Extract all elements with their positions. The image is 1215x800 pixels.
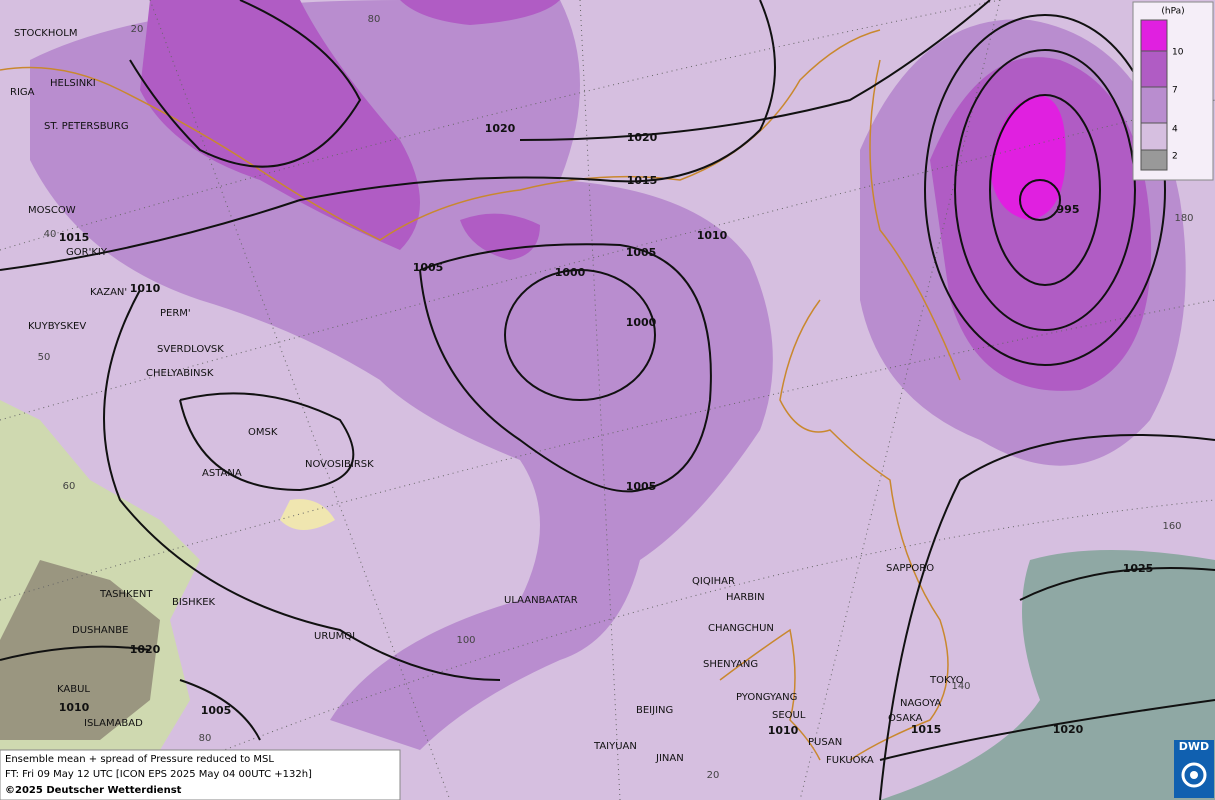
- isobar-label: 1025: [1123, 562, 1154, 575]
- city-label: ASTANA: [202, 468, 242, 479]
- isobar-label: 1010: [130, 282, 161, 295]
- city-label: DUSHANBE: [72, 625, 128, 636]
- city-label: GOR'KIY: [66, 247, 108, 258]
- graticule-label: 40: [44, 229, 57, 240]
- graticule-label: 140: [951, 681, 970, 692]
- isobar-label: 1005: [626, 480, 657, 493]
- legend-swatch: [1140, 50, 1168, 88]
- city-label: STOCKHOLM: [14, 28, 77, 39]
- city-label: RIGA: [10, 87, 35, 98]
- city-label: JINAN: [655, 753, 684, 764]
- city-label: CHELYABINSK: [146, 368, 214, 379]
- graticule-label: 100: [456, 635, 475, 646]
- isobar-label: 1010: [59, 701, 90, 714]
- footer: Ensemble mean + spread of Pressure reduc…: [0, 749, 401, 800]
- city-label: NAGOYA: [900, 698, 942, 709]
- logo: DWD: [1174, 740, 1214, 798]
- isobar-label: 1015: [627, 174, 658, 187]
- graticule-label: 20: [707, 770, 720, 781]
- city-label: URUMQI: [314, 631, 355, 642]
- isobar-label: 1015: [59, 231, 90, 244]
- city-label: NOVOSIBIRSK: [305, 459, 374, 470]
- city-label: PERM': [160, 308, 191, 319]
- spread-area: [990, 95, 1066, 220]
- city-label: OMSK: [248, 427, 278, 438]
- city-label: BISHKEK: [172, 597, 216, 608]
- city-label: HELSINKI: [50, 78, 96, 89]
- legend-swatch: [1140, 149, 1168, 171]
- city-label: MOSCOW: [28, 205, 76, 216]
- city-label: TASHKENT: [99, 589, 153, 600]
- city-label: HARBIN: [726, 592, 765, 603]
- logo-text: DWD: [1179, 740, 1209, 753]
- isobar-label: 995: [1057, 203, 1080, 216]
- graticule-label: 60: [63, 481, 76, 492]
- city-label: ULAANBAATAR: [504, 595, 578, 606]
- isobar-label: 1010: [697, 229, 728, 242]
- city-label: CHANGCHUN: [708, 623, 774, 634]
- city-label: BEIJING: [636, 705, 673, 716]
- spread-area: [930, 57, 1152, 391]
- city-label: FUKUOKA: [826, 755, 874, 766]
- isobar-label: 1015: [911, 723, 942, 736]
- spread-area: [140, 0, 420, 250]
- graticule-label: 180: [1174, 213, 1193, 224]
- legend: (hPa) 10 7 4 2: [1132, 1, 1214, 181]
- city-label: QIQIHAR: [692, 576, 735, 587]
- city-label: OSAKA: [888, 713, 923, 724]
- graticule-label: 160: [1162, 521, 1181, 532]
- graticule-label: 50: [38, 352, 51, 363]
- graticule-label: 80: [368, 14, 381, 25]
- logo-icon: [1181, 762, 1207, 788]
- legend-unit: (hPa): [1161, 7, 1184, 17]
- footer-text: Ensemble mean + spread of Pressure reduc…: [5, 754, 274, 765]
- footer-text: ©2025 Deutscher Wetterdienst: [5, 785, 182, 796]
- low-spread-area: [880, 550, 1215, 800]
- footer-text: FT: Fri 09 May 12 UTC [ICON EPS 2025 May…: [5, 769, 312, 780]
- isobar-label: 1000: [626, 316, 657, 329]
- isobar-label: 1005: [413, 261, 444, 274]
- city-label: TOKYO: [929, 675, 964, 686]
- city-label: PUSAN: [808, 737, 842, 748]
- logo-icon: [1190, 771, 1198, 779]
- spread-area: [30, 0, 773, 750]
- legend-level: 10: [1172, 48, 1184, 58]
- isobar-label: 1020: [485, 122, 516, 135]
- legend-level: 2: [1172, 152, 1178, 162]
- graticule-label: 80: [199, 733, 212, 744]
- graticule-label: 20: [131, 24, 144, 35]
- isobar-label: 1005: [201, 704, 232, 717]
- isobar-label: 1020: [627, 131, 658, 144]
- city-label: TAIYUAN: [593, 741, 637, 752]
- isobar-label: 1000: [555, 266, 586, 279]
- city-label: SVERDLOVSK: [157, 344, 224, 355]
- city-label: ISLAMABAD: [84, 718, 143, 729]
- city-label: SEOUL: [772, 710, 806, 721]
- isobar-label: 1010: [768, 724, 799, 737]
- footer-box: [0, 749, 401, 800]
- isobar-label: 1005: [626, 246, 657, 259]
- city-label: KUYBYSKEV: [28, 321, 86, 332]
- coastline: [0, 29, 961, 761]
- city-label: PYONGYANG: [736, 692, 797, 703]
- city-label: KAZAN': [90, 287, 127, 298]
- logo-box: [1174, 740, 1214, 798]
- isobar-label: 1020: [1053, 723, 1084, 736]
- city-label: SAPPORO: [886, 563, 934, 574]
- legend-swatch: [1140, 19, 1168, 52]
- isobar-label: 1020: [130, 643, 161, 656]
- spread-area: [400, 0, 560, 25]
- city-label: SHENYANG: [703, 659, 758, 670]
- legend-level: 7: [1172, 86, 1178, 96]
- legend-swatch: [1140, 86, 1168, 124]
- legend-level: 4: [1172, 125, 1178, 135]
- city-label: KABUL: [57, 684, 90, 695]
- city-label: ST. PETERSBURG: [44, 121, 129, 132]
- legend-swatch: [1140, 122, 1168, 151]
- terrain: [0, 560, 160, 740]
- terrain: [280, 499, 335, 530]
